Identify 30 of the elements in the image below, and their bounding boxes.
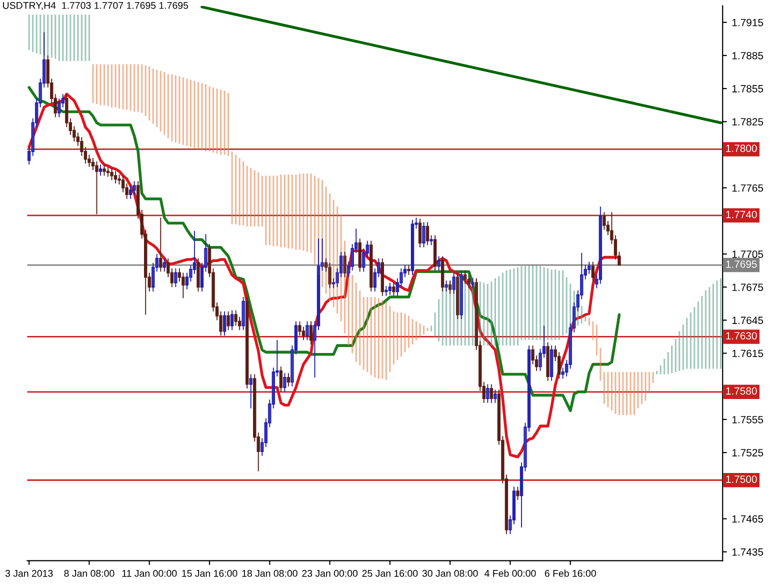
- y-tick-label: 1.7705: [732, 250, 764, 258]
- x-tick-label: 6 Feb 16:00: [544, 570, 596, 577]
- x-tick-label: 30 Jan 08:00: [422, 570, 478, 577]
- y-tick-label: 1.7855: [732, 85, 764, 92]
- ref-line-label: 1.7500: [726, 476, 757, 483]
- x-tick-label: 15 Jan 16:00: [182, 570, 238, 577]
- y-tick-label: 1.7825: [732, 118, 764, 126]
- x-tick-label: 18 Jan 08:00: [242, 570, 298, 577]
- y-tick-label: 1.7645: [732, 316, 764, 324]
- x-tick-label: 11 Jan 00:00: [122, 570, 177, 577]
- ref-line-label: 1.7630: [726, 332, 757, 340]
- y-tick-label: 1.7555: [732, 416, 764, 424]
- x-tick-label: 23 Jan 00:00: [302, 570, 358, 577]
- ref-line-label: 1.7695: [726, 260, 757, 268]
- x-tick-label: 3 Jan 2013: [5, 570, 53, 577]
- y-tick-label: 1.7915: [732, 18, 764, 26]
- y-tick-label: 1.7435: [732, 548, 764, 556]
- y-tick-label: 1.7525: [732, 449, 764, 456]
- ref-line-label: 1.7800: [726, 144, 757, 152]
- x-tick-label: 25 Jan 16:00: [362, 570, 418, 577]
- ref-line-label: 1.7580: [726, 387, 757, 395]
- y-tick-label: 1.7765: [732, 184, 764, 192]
- ref-line-label: 1.7740: [726, 210, 757, 218]
- y-tick-label: 1.7465: [732, 515, 764, 523]
- chart-title: USDTRY,H4 1.7703 1.7707 1.7695 1.7695: [3, 2, 188, 10]
- y-tick-label: 1.7615: [732, 350, 764, 358]
- x-tick-label: 8 Jan 08:00: [64, 570, 114, 577]
- x-tick-label: 4 Feb 00:00: [484, 570, 536, 577]
- y-tick-label: 1.7675: [732, 284, 764, 291]
- y-tick-label: 1.7885: [732, 52, 764, 60]
